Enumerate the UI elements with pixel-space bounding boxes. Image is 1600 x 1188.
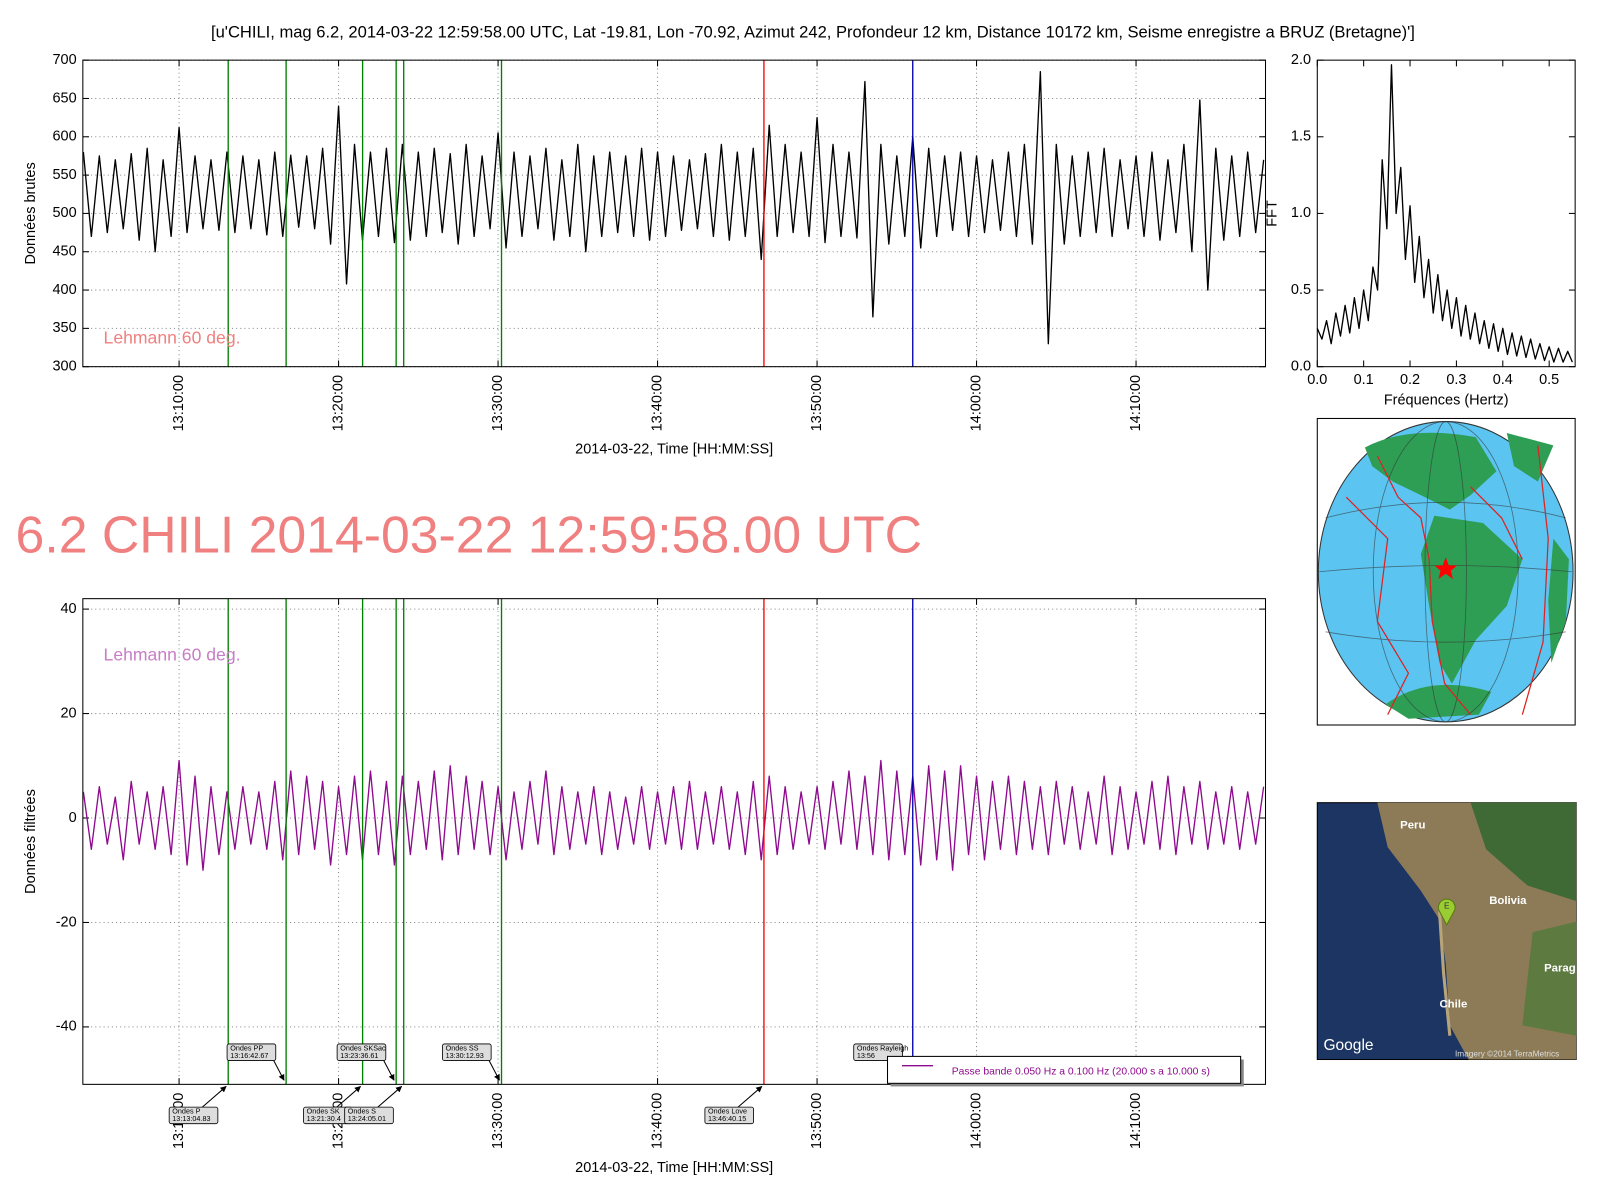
x-axis-label: 2014-03-22, Time [HH:MM:SS]	[575, 1160, 773, 1176]
y-tick-label: 0.0	[1291, 359, 1311, 375]
phase-name: Ondes SKSac	[340, 1044, 386, 1053]
x-axis-label: Fréquences (Hertz)	[1384, 393, 1509, 409]
phase-arrow	[336, 1086, 361, 1108]
x-tick-label: 13:30:00	[490, 1093, 506, 1149]
phase-arrow	[273, 1060, 285, 1081]
x-axis-label: 2014-03-22, Time [HH:MM:SS]	[575, 441, 773, 457]
y-axis-label: Données brutes	[23, 162, 39, 264]
phase-name: Ondes S	[348, 1107, 376, 1116]
phase-time: 13:16:42.67	[230, 1051, 268, 1060]
x-tick-label: 14:10:00	[1128, 1093, 1144, 1149]
x-tick-label: 0.1	[1354, 372, 1374, 388]
y-tick-label: 2.0	[1291, 52, 1311, 68]
phase-name: Ondes SK	[307, 1107, 340, 1116]
annotation: Lehmann 60 deg.	[104, 327, 241, 347]
phase-name: Ondes SS	[446, 1044, 479, 1053]
map-label: Parag	[1544, 962, 1576, 974]
phase-arrow	[383, 1060, 395, 1081]
plot-area	[1317, 60, 1576, 367]
y-axis-label: FFT	[1265, 200, 1281, 227]
x-tick-label: 14:00:00	[968, 1093, 984, 1149]
x-tick-label: 13:20:00	[330, 375, 346, 431]
x-tick-label: 13:30:00	[490, 375, 506, 431]
map-pin-label: E	[1444, 901, 1450, 910]
phase-arrow	[488, 1060, 500, 1081]
y-tick-label: 1.5	[1291, 129, 1311, 145]
y-tick-label: 650	[52, 90, 76, 106]
phase-name: Ondes PP	[230, 1044, 263, 1053]
legend-label: Passe bande 0.050 Hz a 0.100 Hz (20.000 …	[952, 1067, 1210, 1078]
y-tick-label: -20	[56, 914, 77, 930]
phase-arrow	[201, 1086, 227, 1108]
phase-arrow	[377, 1086, 403, 1108]
x-tick-label: 13:40:00	[649, 1093, 665, 1149]
phase-label-box	[704, 1106, 754, 1125]
satellite-map	[1316, 802, 1577, 1061]
phase-time: 13:30:12.93	[446, 1051, 484, 1060]
y-tick-label: 350	[52, 320, 76, 336]
phase-time: 13:46:40.15	[708, 1114, 746, 1123]
x-tick-label: 0.5	[1539, 372, 1559, 388]
phase-name: Ondes Rayleigh	[857, 1044, 908, 1053]
plot-frame	[82, 598, 1267, 1085]
map-label: Bolivia	[1489, 895, 1527, 907]
phase-time: 13:24:05.01	[348, 1114, 386, 1123]
y-tick-label: 20	[61, 705, 77, 721]
legend-box	[886, 1055, 1242, 1084]
data-line	[1316, 64, 1573, 363]
x-tick-label: 13:40:00	[649, 375, 665, 431]
annotation: Lehmann 60 deg.	[104, 644, 241, 664]
phase-arrow	[737, 1086, 763, 1108]
phase-time: 13:13:04.83	[172, 1114, 210, 1123]
y-tick-label: 400	[52, 282, 76, 298]
phase-label-box	[226, 1043, 277, 1061]
y-tick-label: 40	[61, 601, 77, 617]
map-pin	[1437, 898, 1456, 926]
globe-map	[1316, 417, 1576, 726]
y-axis-label: Données filtrées	[23, 789, 39, 894]
map-credit: Imagery ©2014 TerraMetrics	[1455, 1050, 1559, 1059]
phase-time: 13:23:36.61	[340, 1051, 378, 1060]
y-tick-label: 700	[52, 52, 76, 68]
map-label: Chile	[1439, 999, 1467, 1011]
x-tick-label: 14:00:00	[968, 375, 984, 431]
y-tick-label: 300	[52, 359, 76, 375]
phase-time: 13:21:30.4	[307, 1114, 341, 1123]
map-label: Peru	[1400, 819, 1425, 831]
y-tick-label: -40	[56, 1019, 77, 1035]
y-tick-label: 500	[52, 205, 76, 221]
map-logo: Google	[1323, 1037, 1373, 1054]
x-tick-label: 14:10:00	[1128, 375, 1144, 431]
phase-label-box	[344, 1106, 394, 1125]
x-tick-label: 0.3	[1446, 372, 1466, 388]
x-tick-label: 0.2	[1400, 372, 1420, 388]
data-line	[82, 70, 1265, 345]
phase-label-box	[168, 1106, 219, 1125]
headline: 6.2 CHILI 2014-03-22 12:59:58.00 UTC	[16, 505, 922, 563]
plot-area	[82, 598, 1266, 1085]
x-tick-label: 0.0	[1307, 372, 1327, 388]
x-tick-label: 13:50:00	[809, 1093, 825, 1149]
x-tick-label: 0.4	[1493, 372, 1513, 388]
phase-label-box	[336, 1043, 387, 1061]
y-tick-label: 0.5	[1291, 282, 1311, 298]
phase-name: Ondes P	[172, 1107, 200, 1116]
y-tick-label: 550	[52, 167, 76, 183]
plot-area	[82, 60, 1266, 367]
x-tick-label: 13:50:00	[809, 375, 825, 431]
data-line	[82, 759, 1265, 871]
figure-title: [u'CHILI, mag 6.2, 2014-03-22 12:59:58.0…	[211, 23, 1415, 42]
y-tick-label: 450	[52, 244, 76, 260]
phase-label-box	[442, 1043, 492, 1061]
y-tick-label: 0	[69, 810, 77, 826]
y-tick-label: 1.0	[1291, 205, 1311, 221]
phase-name: Ondes Love	[708, 1107, 747, 1116]
plot-frame	[1316, 59, 1576, 368]
plot-frame	[82, 59, 1267, 368]
x-tick-label: 13:10:00	[171, 375, 187, 431]
y-tick-label: 600	[52, 129, 76, 145]
phase-time: 13:56	[857, 1051, 875, 1060]
